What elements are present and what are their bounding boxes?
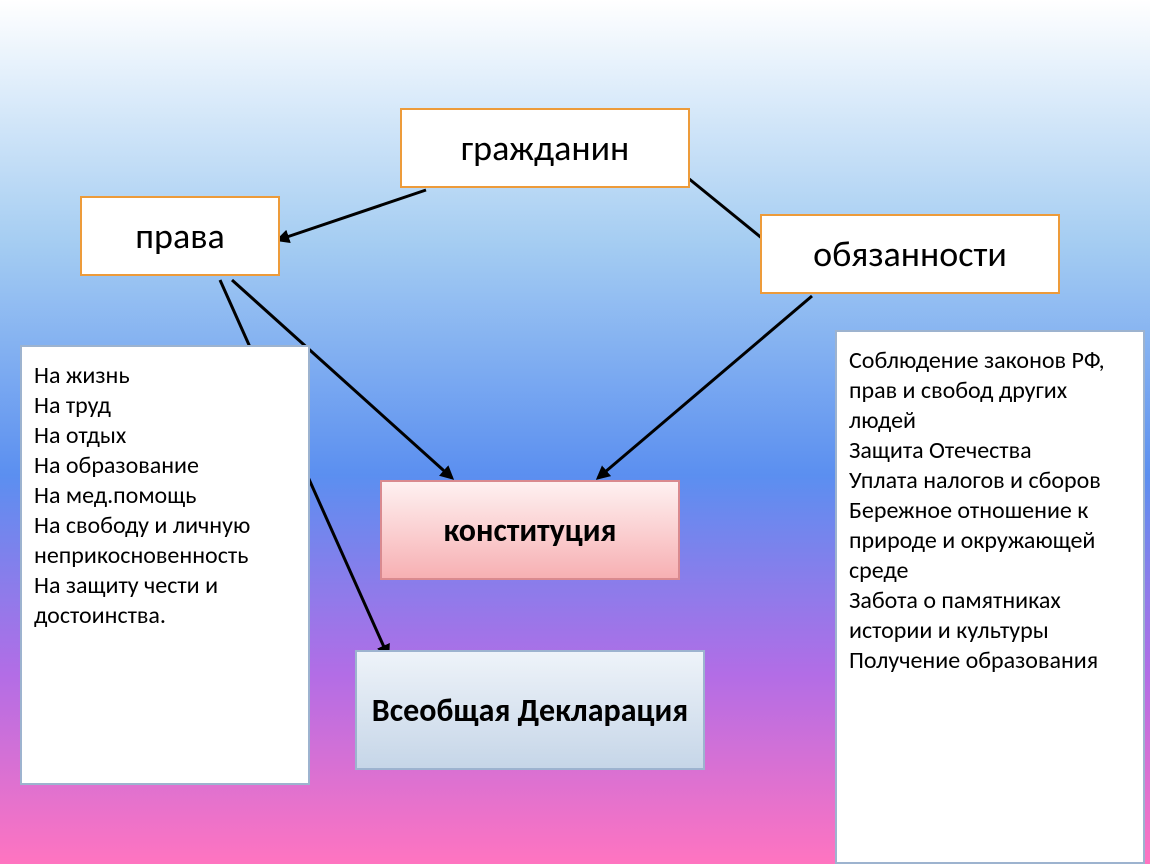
list-item: Уплата налогов и сборов xyxy=(849,466,1131,496)
list-item: На защиту чести и достоинства. xyxy=(34,571,296,631)
list-item: На труд xyxy=(34,391,296,421)
rights-list-box: На жизньНа трудНа отдыхНа образованиеНа … xyxy=(20,345,310,785)
node-rights-label: права xyxy=(135,214,224,258)
list-item: Бережное отношение к природе и окружающе… xyxy=(849,496,1131,586)
node-declaration: Всеобщая Декларация xyxy=(355,650,705,770)
list-item: На мед.помощь xyxy=(34,481,296,511)
diagram-canvas: гражданин права обязанности конституция … xyxy=(0,0,1150,864)
list-item: На отдых xyxy=(34,421,296,451)
node-duties-label: обязанности xyxy=(813,232,1007,276)
node-constitution-label: конституция xyxy=(444,511,617,550)
duties-list-box: Соблюдение законов РФ, прав и свобод дру… xyxy=(835,330,1145,864)
list-item: На свободу и личную неприкосновенность xyxy=(34,511,296,571)
node-declaration-label: Всеобщая Декларация xyxy=(372,691,688,730)
list-item: На образование xyxy=(34,451,296,481)
list-item: Защита Отечества xyxy=(849,436,1131,466)
node-duties: обязанности xyxy=(760,214,1060,294)
list-item: Забота о памятниках истории и культуры xyxy=(849,586,1131,646)
node-citizen: гражданин xyxy=(400,108,690,188)
list-item: На жизнь xyxy=(34,361,296,391)
list-item: Соблюдение законов РФ, прав и свобод дру… xyxy=(849,346,1131,436)
list-item: Получение образования xyxy=(849,646,1131,676)
node-rights: права xyxy=(80,196,280,276)
node-citizen-label: гражданин xyxy=(461,126,630,170)
node-constitution: конституция xyxy=(380,480,680,580)
